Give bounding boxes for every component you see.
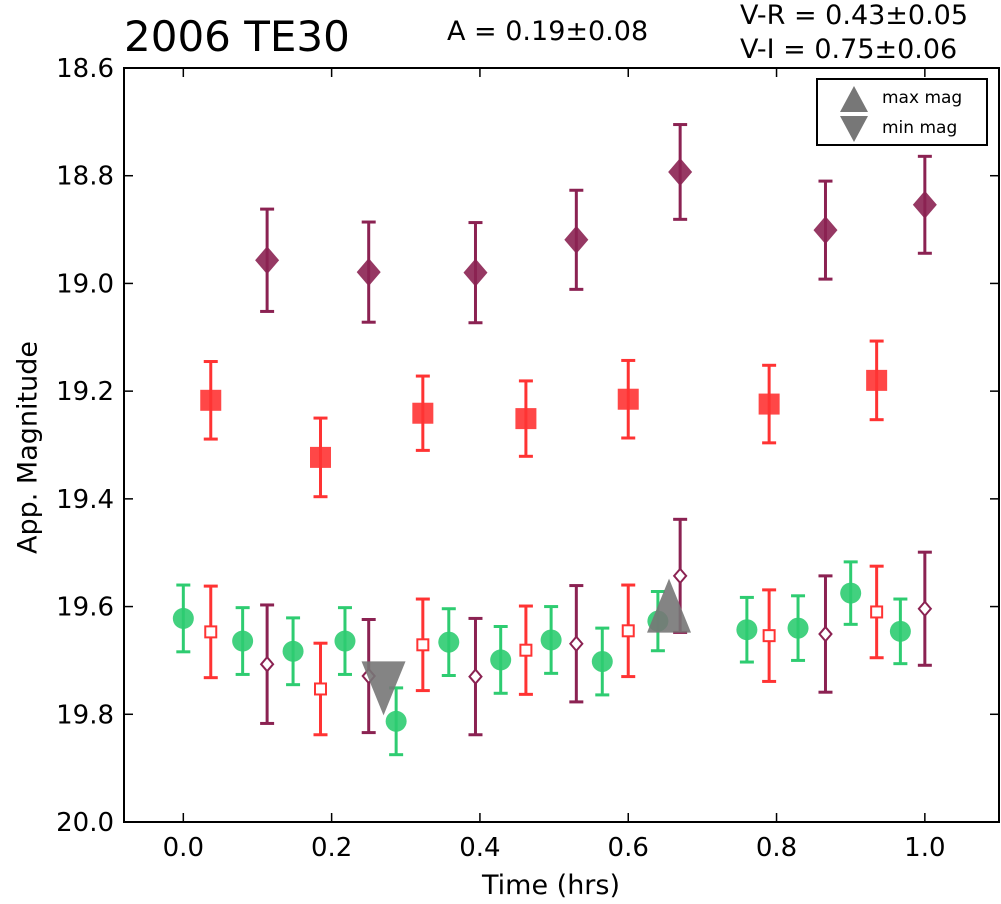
x-axis-label: Time (hrs) [482,870,621,901]
x-tick-label: 0.4 [459,833,500,863]
data-point [818,625,833,643]
y-tick-label: 19.4 [56,485,114,515]
data-point [204,625,218,639]
data-point [515,408,537,430]
data-point [758,393,780,415]
data-point [259,655,275,673]
max-mag-marker [647,578,692,633]
y-tick-label: 19.2 [56,377,114,407]
data-point [912,190,937,219]
data-point [200,389,222,411]
data-point [232,630,254,652]
data-point [569,635,584,653]
y-axis-label: App. Magnitude [12,341,44,554]
data-point [672,567,688,585]
y-tick-label: 18.6 [56,54,114,84]
y-tick-label: 19.8 [56,700,114,730]
data-point [840,582,862,604]
data-point [412,402,434,424]
data-point [334,630,356,652]
x-tick-label: 1.0 [904,833,945,863]
axes-frame [123,67,1000,823]
data-point [917,600,933,618]
data-point [564,225,589,254]
data-point [385,710,407,732]
data-point [540,629,562,651]
legend-label-max-mag: max mag [882,88,963,108]
x-tick-label: 0.2 [311,833,352,863]
y-tick-label: 19.0 [56,269,114,299]
v-i-color-label: V-I = 0.75±0.06 [740,34,958,65]
data-point [787,617,809,639]
y-tick-label: 19.6 [56,593,114,623]
data-point [621,624,635,638]
data-point [519,643,533,657]
min-mag-marker [361,661,406,716]
data-point [468,668,483,686]
y-tick-label: 20.0 [56,808,114,838]
data-point [463,258,488,287]
data-point [668,157,693,186]
data-point [813,216,838,245]
data-point [172,607,194,629]
max-mag-triangle-icon [840,86,868,112]
data-point [490,649,512,671]
data-point [356,258,381,287]
data-point [736,619,758,641]
data-point [438,631,460,653]
legend: max mag min mag [816,78,988,146]
data-point [889,620,911,642]
chart-title: 2006 TE30 [124,12,350,61]
legend-entry-max-mag: max mag [818,84,988,114]
amplitude-label: A = 0.19±0.08 [447,16,649,47]
data-point [870,605,884,619]
data-point [282,640,304,662]
y-tick-label: 18.8 [56,162,114,192]
v-r-color-label: V-R = 0.43±0.05 [740,0,969,31]
data-point [310,446,332,468]
legend-label-min-mag: min mag [882,118,958,138]
x-tick-label: 0.8 [756,833,797,863]
data-point [762,629,776,643]
data-point [866,369,888,391]
data-point [255,246,280,275]
x-tick-label: 0.6 [608,833,649,863]
min-mag-triangle-icon [840,116,868,142]
x-tick-label: 0.0 [163,833,204,863]
legend-entry-min-mag: min mag [818,114,988,144]
data-point [314,682,328,696]
data-point [591,651,613,673]
data-point [617,388,639,410]
data-point [416,638,430,652]
